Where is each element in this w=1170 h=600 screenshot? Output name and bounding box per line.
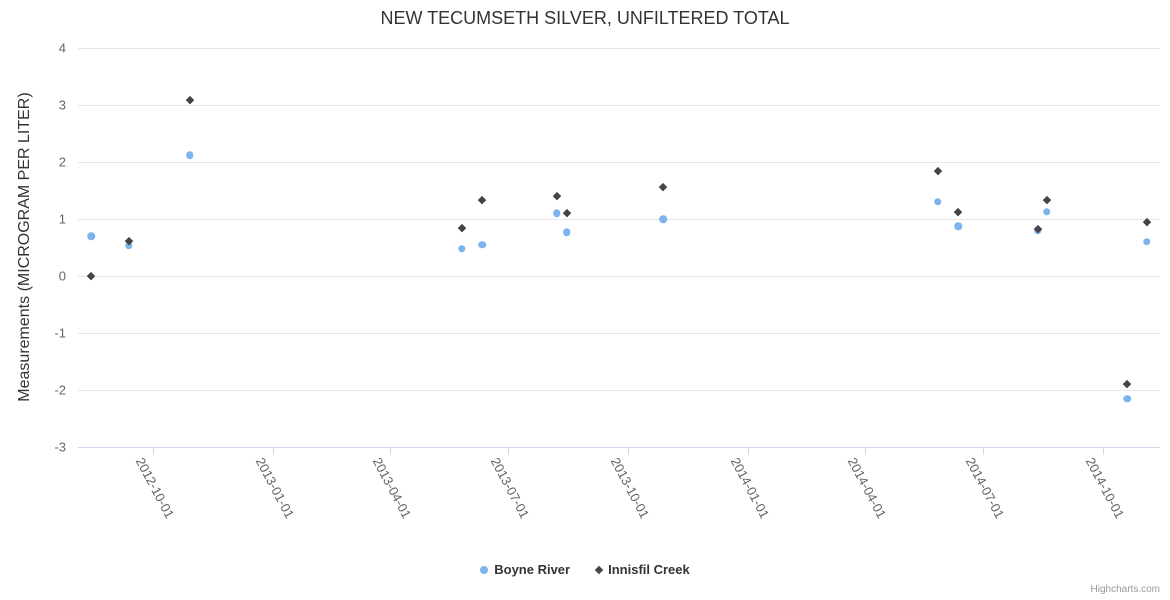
data-point-boyne-river[interactable]: [1043, 207, 1051, 216]
x-axis-label: 2013-01-01: [252, 455, 298, 521]
x-axis-tick: [983, 447, 985, 455]
y-gridline: [78, 333, 1160, 334]
y-axis-label: 1: [58, 211, 66, 227]
x-axis-tick: [390, 447, 392, 455]
y-axis-label: 2: [58, 154, 66, 170]
x-axis-tick: [153, 447, 155, 455]
circle-marker-icon: [480, 565, 489, 574]
data-point-innisfil-creek[interactable]: [86, 271, 96, 281]
y-gridline: [78, 162, 1160, 163]
legend-item-innisfil-creek[interactable]: Innisfil Creek: [594, 562, 690, 577]
y-gridline: [78, 276, 1160, 277]
highcharts-credits-link[interactable]: Highcharts.com: [1090, 584, 1160, 595]
data-point-innisfil-creek[interactable]: [954, 208, 963, 217]
y-gridline: [78, 219, 1160, 220]
y-axis-label: -2: [54, 382, 66, 398]
x-axis-tick: [747, 447, 749, 455]
data-point-innisfil-creek[interactable]: [933, 167, 942, 176]
chart-title: NEW TECUMSETH SILVER, UNFILTERED TOTAL: [380, 8, 790, 28]
x-axis-label: 2014-04-01: [844, 455, 890, 521]
x-axis-tick: [273, 447, 275, 455]
data-point-boyne-river[interactable]: [478, 240, 487, 249]
data-point-boyne-river[interactable]: [1123, 394, 1132, 403]
y-axis-label: -1: [54, 325, 66, 341]
data-point-boyne-river[interactable]: [659, 215, 667, 223]
data-point-boyne-river[interactable]: [87, 232, 95, 240]
y-gridline: [78, 48, 1160, 49]
diamond-marker-icon: [594, 565, 604, 574]
x-axis-tick: [1102, 447, 1104, 455]
data-point-innisfil-creek[interactable]: [185, 96, 194, 105]
data-point-boyne-river[interactable]: [933, 198, 942, 206]
data-point-innisfil-creek[interactable]: [562, 209, 572, 218]
y-axis-label: 3: [58, 97, 66, 113]
data-point-boyne-river[interactable]: [457, 244, 466, 253]
data-point-boyne-river[interactable]: [186, 151, 194, 159]
x-axis-label: 2014-07-01: [962, 455, 1008, 521]
y-gridline: [78, 105, 1160, 106]
y-axis-title: Measurements (MICROGRAM PER LITER): [16, 92, 33, 402]
data-point-boyne-river[interactable]: [552, 209, 561, 218]
legend-label: Boyne River: [494, 562, 571, 577]
legend-item-boyne-river[interactable]: Boyne River: [480, 562, 570, 577]
x-axis-line: [78, 447, 1160, 448]
x-axis-label: 2013-10-01: [607, 455, 653, 521]
x-axis-tick: [864, 447, 866, 455]
data-point-innisfil-creek[interactable]: [478, 195, 487, 204]
x-axis-label: 2013-07-01: [488, 455, 533, 521]
x-axis-tick: [628, 447, 630, 455]
data-point-boyne-river[interactable]: [1143, 238, 1151, 246]
data-point-boyne-river[interactable]: [563, 228, 571, 236]
x-axis-tick: [508, 447, 510, 455]
data-point-innisfil-creek[interactable]: [1123, 380, 1132, 389]
data-point-innisfil-creek[interactable]: [1042, 195, 1051, 204]
legend: Boyne River Innisfil Creek: [0, 562, 1170, 577]
data-point-boyne-river[interactable]: [954, 222, 963, 231]
y-gridline: [78, 390, 1160, 391]
legend-label: Innisfil Creek: [608, 562, 690, 577]
x-axis-label: 2014-01-01: [727, 455, 772, 521]
x-axis-label: 2013-04-01: [369, 455, 415, 521]
y-axis-label: -3: [54, 439, 66, 455]
data-point-innisfil-creek[interactable]: [552, 191, 561, 200]
y-axis-label: 4: [58, 40, 66, 56]
data-point-innisfil-creek[interactable]: [457, 223, 466, 232]
data-point-innisfil-creek[interactable]: [659, 182, 668, 191]
y-axis-label: 0: [58, 268, 66, 284]
x-axis-label: 2012-10-01: [133, 455, 178, 521]
x-axis-label: 2014-10-01: [1082, 455, 1127, 521]
data-point-boyne-river[interactable]: [124, 242, 133, 250]
